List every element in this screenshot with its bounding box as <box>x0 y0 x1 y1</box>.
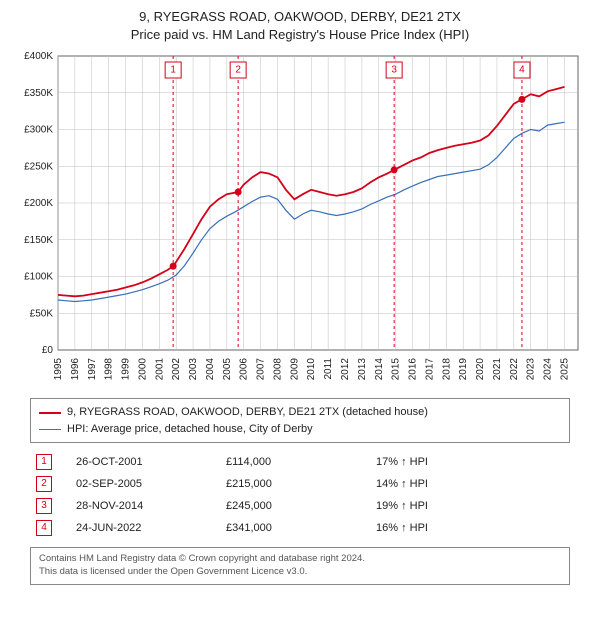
svg-text:2020: 2020 <box>475 358 486 381</box>
svg-text:2002: 2002 <box>171 358 182 381</box>
sale-marker-label: 1 <box>170 65 176 76</box>
sale-index-box: 3 <box>36 498 52 514</box>
sale-index-box: 2 <box>36 476 52 492</box>
svg-text:2006: 2006 <box>239 358 250 381</box>
svg-text:2017: 2017 <box>424 358 435 381</box>
svg-text:£350K: £350K <box>24 88 53 99</box>
legend-row: HPI: Average price, detached house, City… <box>39 421 561 438</box>
footer-line-2: This data is licensed under the Open Gov… <box>39 566 561 579</box>
sale-pct: 17% ↑ HPI <box>370 451 570 473</box>
footer-line-1: Contains HM Land Registry data © Crown c… <box>39 553 561 566</box>
svg-text:1999: 1999 <box>121 358 132 381</box>
title-subtitle: Price paid vs. HM Land Registry's House … <box>10 26 590 44</box>
sale-marker-label: 4 <box>519 65 525 76</box>
sale-index-box: 1 <box>36 454 52 470</box>
legend-label: 9, RYEGRASS ROAD, OAKWOOD, DERBY, DE21 2… <box>67 404 428 421</box>
sale-price: £341,000 <box>220 517 370 539</box>
sales-row: 4 24-JUN-2022£341,00016% ↑ HPI <box>30 517 570 539</box>
titles: 9, RYEGRASS ROAD, OAKWOOD, DERBY, DE21 2… <box>10 8 590 44</box>
sales-table: 1 26-OCT-2001£114,00017% ↑ HPI 2 02-SEP-200… <box>30 451 570 539</box>
svg-text:2018: 2018 <box>441 358 452 381</box>
svg-text:2000: 2000 <box>137 358 148 381</box>
svg-text:1995: 1995 <box>53 358 64 381</box>
legend-swatch <box>39 412 61 414</box>
svg-text:£200K: £200K <box>24 198 53 209</box>
sales-row: 3 28-NOV-2014£245,00019% ↑ HPI <box>30 495 570 517</box>
sale-date: 26-OCT-2001 <box>70 451 220 473</box>
svg-text:2004: 2004 <box>205 358 216 381</box>
svg-text:2023: 2023 <box>526 358 537 381</box>
svg-text:2010: 2010 <box>306 358 317 381</box>
svg-text:£300K: £300K <box>24 125 53 136</box>
title-address: 9, RYEGRASS ROAD, OAKWOOD, DERBY, DE21 2… <box>10 8 590 26</box>
svg-text:£400K: £400K <box>24 51 53 62</box>
svg-text:1996: 1996 <box>70 358 81 381</box>
sale-pct: 14% ↑ HPI <box>370 473 570 495</box>
svg-text:2024: 2024 <box>543 358 554 381</box>
svg-text:£150K: £150K <box>24 235 53 246</box>
sale-price: £245,000 <box>220 495 370 517</box>
svg-text:1997: 1997 <box>87 358 98 381</box>
line-chart: £0 £50K £100K £150K £200K £250K £300K £350K £400… <box>10 50 590 390</box>
legend-row: 9, RYEGRASS ROAD, OAKWOOD, DERBY, DE21 2… <box>39 404 561 421</box>
sale-pct: 19% ↑ HPI <box>370 495 570 517</box>
sale-marker-label: 2 <box>235 65 241 76</box>
svg-text:£0: £0 <box>42 345 54 356</box>
svg-text:£250K: £250K <box>24 162 53 173</box>
svg-text:2016: 2016 <box>408 358 419 381</box>
sale-index-box: 4 <box>36 520 52 536</box>
svg-text:2022: 2022 <box>509 358 520 381</box>
sale-price: £114,000 <box>220 451 370 473</box>
svg-text:1998: 1998 <box>104 358 115 381</box>
svg-text:2021: 2021 <box>492 358 503 381</box>
svg-text:2015: 2015 <box>391 358 402 381</box>
svg-text:2009: 2009 <box>289 358 300 381</box>
svg-text:£50K: £50K <box>30 309 54 320</box>
svg-text:2001: 2001 <box>154 358 165 381</box>
footer: Contains HM Land Registry data © Crown c… <box>30 547 570 585</box>
sale-date: 24-JUN-2022 <box>70 517 220 539</box>
sale-date: 28-NOV-2014 <box>70 495 220 517</box>
sale-marker-dot <box>170 263 177 270</box>
sales-row: 1 26-OCT-2001£114,00017% ↑ HPI <box>30 451 570 473</box>
sale-marker-dot <box>518 96 525 103</box>
chart-area: £0 £50K £100K £150K £200K £250K £300K £350K £400… <box>10 50 590 390</box>
sale-price: £215,000 <box>220 473 370 495</box>
svg-text:2019: 2019 <box>458 358 469 381</box>
svg-text:2008: 2008 <box>272 358 283 381</box>
svg-text:2007: 2007 <box>256 358 267 381</box>
svg-text:2012: 2012 <box>340 358 351 381</box>
legend: 9, RYEGRASS ROAD, OAKWOOD, DERBY, DE21 2… <box>30 398 570 443</box>
sale-marker-dot <box>235 189 242 196</box>
legend-label: HPI: Average price, detached house, City… <box>67 421 313 438</box>
svg-text:2011: 2011 <box>323 358 334 380</box>
sale-marker-dot <box>391 167 398 174</box>
sales-row: 2 02-SEP-2005£215,00014% ↑ HPI <box>30 473 570 495</box>
svg-text:2014: 2014 <box>374 358 385 381</box>
svg-text:2005: 2005 <box>222 358 233 381</box>
svg-text:2013: 2013 <box>357 358 368 381</box>
svg-text:2003: 2003 <box>188 358 199 381</box>
sale-marker-label: 3 <box>391 65 397 76</box>
svg-text:£100K: £100K <box>24 272 53 283</box>
sale-pct: 16% ↑ HPI <box>370 517 570 539</box>
svg-text:2025: 2025 <box>559 358 570 381</box>
chart-container: 9, RYEGRASS ROAD, OAKWOOD, DERBY, DE21 2… <box>0 0 600 593</box>
sale-date: 02-SEP-2005 <box>70 473 220 495</box>
legend-swatch <box>39 429 61 430</box>
